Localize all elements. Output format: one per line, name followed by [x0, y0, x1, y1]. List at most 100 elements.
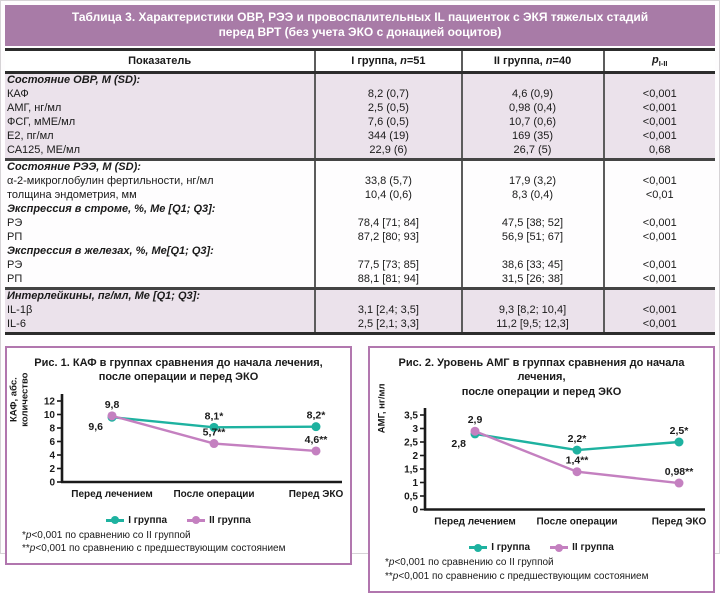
svg-text:10: 10 — [44, 410, 56, 421]
value-cell: 77,5 [73; 85] — [314, 258, 462, 273]
value-cell: 10,4 (0,6) — [314, 188, 462, 203]
empty-cell — [460, 157, 604, 175]
svg-text:0: 0 — [412, 505, 418, 516]
value-cell: <0,01 — [602, 188, 715, 203]
figures-row: Рис. 1. КАФ в группах сравнения до начал… — [5, 345, 715, 593]
svg-text:0: 0 — [49, 477, 55, 488]
empty-cell — [460, 202, 604, 217]
value-cell: <0,001 — [602, 272, 715, 289]
indicator-cell: α-2-микроглобулин фертильности, нг/мл — [7, 175, 214, 188]
value-cell: 78,4 [71; 84] — [314, 216, 462, 231]
svg-text:2: 2 — [412, 451, 418, 462]
figure-1-y-axis-label: КАФ, абс. количество — [8, 372, 31, 427]
table-row: РЭ 78,4 [71; 84] 47,5 [38; 52] <0,001 — [5, 216, 715, 231]
indicator-cell: ФСГ, мМЕ/мл — [5, 115, 316, 130]
group1-line-marker-icon — [106, 518, 125, 522]
table-header-row: Показатель I группа, n=51 II группа, n=4… — [5, 49, 715, 74]
group1-line-marker-icon — [469, 546, 488, 550]
svg-text:8,2*: 8,2* — [307, 409, 327, 421]
legend-item-group1: I группа — [469, 542, 530, 553]
figure-2-title: Рис. 2. Уровень АМГ в группах сравнения … — [398, 356, 685, 398]
figure-1-chart: 0 2 4 6 8 10 12 Перед лечением После операции Пер… — [44, 393, 344, 500]
section-header-cell: Состояние РЭЭ, М (SD): — [5, 157, 316, 175]
value-cell: 2,5 (0,5) — [314, 101, 462, 116]
value-cell: 56,9 [51; 67] — [460, 230, 604, 245]
empty-cell — [460, 244, 604, 259]
empty-cell — [314, 72, 462, 88]
empty-cell — [314, 157, 462, 175]
value-cell: 47,5 [38; 52] — [460, 216, 604, 231]
table-row: КАФ 8,2 (0,7) 4,6 (0,9) <0,001 — [5, 87, 715, 102]
indicator-cell: РЭ — [7, 259, 23, 272]
svg-text:8,1*: 8,1* — [205, 410, 225, 422]
figure-2-plot-area: АМГ, нг/мл 0 0,5 1 1,5 2 2,5 3 3,5 Перед лечение… — [373, 383, 710, 542]
figure-1-legend: I группа II группа — [10, 515, 347, 526]
svg-text:2,5*: 2,5* — [670, 425, 690, 437]
footnote: **p<0,001 по сравнению с предшествующим … — [385, 571, 649, 583]
value-cell: 8,2 (0,7) — [314, 87, 462, 102]
legend-item-group2: II группа — [187, 515, 251, 526]
svg-text:2,9: 2,9 — [468, 414, 483, 426]
svg-text:2,8: 2,8 — [451, 438, 466, 450]
value-cell: <0,001 — [602, 230, 715, 245]
indicator-cell: РЭ — [7, 217, 23, 230]
section-header-row: Состояние РЭЭ, М (SD): — [5, 157, 715, 175]
page: Таблица 3. Характеристики ОВР, РЭЭ и про… — [0, 0, 720, 554]
svg-text:3: 3 — [412, 424, 418, 435]
value-cell: <0,001 — [602, 303, 715, 318]
svg-text:Перед лечением: Перед лечением — [71, 489, 152, 500]
table-row: АМГ, нг/мл 2,5 (0,5) 0,98 (0,4) <0,001 — [5, 101, 715, 116]
column-header-group1: I группа, n=51 — [314, 49, 462, 74]
footnote: *p<0,001 по сравнению со II группой — [385, 557, 554, 569]
data-table: Показатель I группа, n=51 II группа, n=4… — [5, 47, 715, 335]
table-row: α-2-микроглобулин фертильности, нг/мл 33,… — [5, 174, 715, 189]
section-header-row: Экспрессия в строме, %, Ме [Q1; Q3]: — [5, 202, 715, 217]
empty-cell — [314, 202, 462, 217]
value-cell: 3,1 [2,4; 3,5] — [314, 303, 462, 318]
value-cell: 8,3 (0,4) — [460, 188, 604, 203]
value-cell: 169 (35) — [460, 129, 604, 144]
svg-text:1,4**: 1,4** — [566, 454, 590, 466]
value-cell: <0,001 — [602, 258, 715, 273]
value-cell: 4,6 (0,9) — [460, 87, 604, 102]
value-cell: 31,5 [26; 38] — [460, 272, 604, 289]
table-row: толщина эндометрия, мм 10,4 (0,6) 8,3 (0,4… — [5, 188, 715, 203]
indicator-cell: РП — [7, 231, 23, 244]
value-cell: 11,2 [9,5; 12,3] — [460, 317, 604, 334]
svg-text:0,5: 0,5 — [404, 491, 418, 502]
value-cell: 17,9 (3,2) — [460, 174, 604, 189]
svg-text:2,5: 2,5 — [404, 437, 418, 448]
indicator-cell: РП — [7, 273, 23, 286]
section-header-cell: Состояние ОВР, М (SD): — [5, 72, 316, 88]
figure-1-plot-area: КАФ, абс. количество 0 2 4 6 8 10 12 Перед лече… — [8, 372, 347, 514]
footnote: **p<0,001 по сравнению с предшествующим … — [22, 543, 286, 555]
table-row: РП 88,1 [81; 94] 31,5 [26; 38] <0,001 — [5, 272, 715, 289]
svg-text:После операции: После операции — [173, 489, 254, 500]
svg-text:4,6**: 4,6** — [305, 433, 329, 445]
figure-1-title: Рис. 1. КАФ в группах сравнения до начал… — [34, 356, 323, 384]
value-cell: 2,5 [2,1; 3,3] — [314, 317, 462, 334]
indicator-cell: АМГ, нг/мл — [5, 101, 316, 116]
section-header-cell: Экспрессия в строме, %, Ме [Q1; Q3]: — [7, 203, 216, 216]
indicator-cell: IL-6 — [5, 317, 316, 334]
svg-text:После операции: После операции — [536, 516, 617, 527]
column-header-pvalue: pI-II — [602, 49, 715, 74]
group2-line-marker-icon — [550, 546, 569, 550]
value-cell: 7,6 (0,5) — [314, 115, 462, 130]
empty-cell — [314, 244, 462, 259]
value-cell: 26,7 (5) — [460, 143, 604, 160]
svg-text:9,6: 9,6 — [88, 421, 103, 433]
table-row: Е2, пг/мл 344 (19) 169 (35) <0,001 — [5, 129, 715, 144]
section-header-row: Состояние ОВР, М (SD): — [5, 72, 715, 88]
value-cell: <0,001 — [602, 174, 715, 189]
svg-text:1: 1 — [412, 478, 418, 489]
value-cell: 88,1 [81; 94] — [314, 272, 462, 289]
value-cell: <0,001 — [602, 101, 715, 116]
value-cell: 0,98 (0,4) — [460, 101, 604, 116]
svg-text:2,2*: 2,2* — [568, 433, 588, 445]
value-cell: <0,001 — [602, 129, 715, 144]
empty-cell — [602, 72, 715, 88]
section-header-row: Интерлейкины, пг/мл, Ме [Q1; Q3]: — [5, 286, 715, 304]
svg-text:Перед ЭКО: Перед ЭКО — [289, 489, 344, 500]
value-cell: 0,68 — [602, 143, 715, 160]
